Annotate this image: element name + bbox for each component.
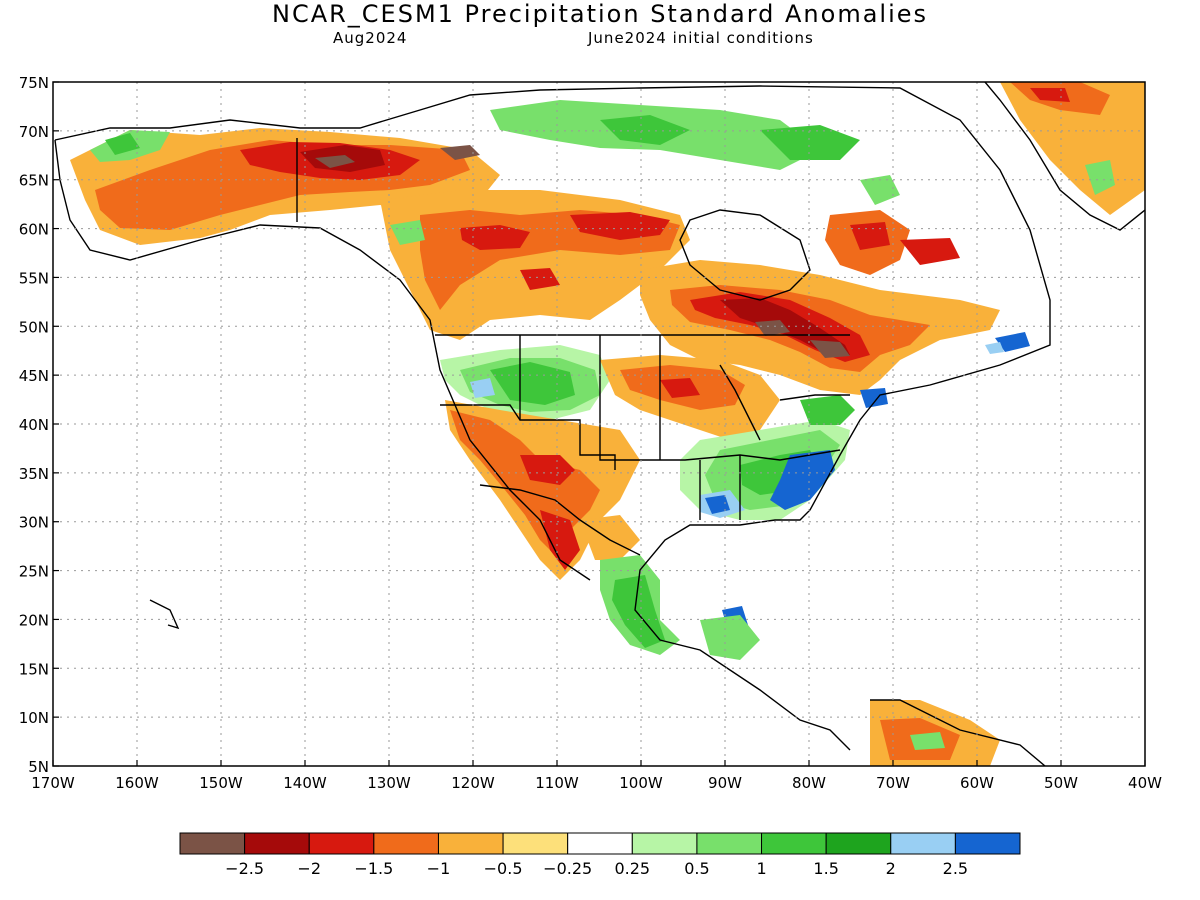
legend-tick-label: 2.5 xyxy=(943,859,968,878)
lat-tick-label: 65N xyxy=(19,172,49,190)
legend-tick-label: −2 xyxy=(297,859,321,878)
lon-tick-label: 40W xyxy=(1128,774,1162,792)
lon-tick-label: 160W xyxy=(115,774,159,792)
gridlines xyxy=(53,82,1145,766)
lon-tick-label: 130W xyxy=(367,774,411,792)
lat-tick-label: 15N xyxy=(19,660,49,678)
lon-tick-label: 110W xyxy=(535,774,579,792)
lat-tick-label: 5N xyxy=(28,758,49,776)
axes: 75N 70N 65N 60N 55N 50N 45N 40N 35N 30N 25N 20N 15N 1… xyxy=(19,74,1162,792)
lat-tick-label: 50N xyxy=(19,318,49,336)
legend-tick-label: −0.5 xyxy=(484,859,523,878)
lat-tick-label: 20N xyxy=(19,611,49,629)
lon-tick-label: 170W xyxy=(31,774,75,792)
legend-tick-label: 0.5 xyxy=(684,859,709,878)
legend-swatch xyxy=(696,832,763,855)
legend-tick-label: 1.5 xyxy=(813,859,838,878)
legend-swatch xyxy=(567,832,633,855)
legend-tick-label: −0.25 xyxy=(543,859,592,878)
legend-tick-label: 1 xyxy=(756,859,766,878)
legend-tick-label: −1 xyxy=(427,859,451,878)
lat-tick-label: 35N xyxy=(19,465,49,483)
lon-tick-label: 50W xyxy=(1044,774,1078,792)
lat-tick-label: 55N xyxy=(19,269,49,287)
legend-swatch xyxy=(437,832,504,855)
legend-tick-label: −1.5 xyxy=(354,859,393,878)
lat-tick-label: 60N xyxy=(19,221,49,239)
boundaries xyxy=(54,82,1145,766)
lat-tick-label: 75N xyxy=(19,74,49,92)
legend-swatch xyxy=(308,832,375,855)
legend-swatch xyxy=(373,832,439,855)
legend-swatch xyxy=(179,832,246,855)
map-field xyxy=(54,82,1145,766)
lon-tick-label: 120W xyxy=(451,774,495,792)
legend-swatch xyxy=(825,832,892,855)
color-legend: −2.5 −2 −1.5 −1 −0.5 −0.25 0.25 0.5 1 1.5 2 2.5 xyxy=(179,832,1021,878)
legend-tick-label: −2.5 xyxy=(225,859,264,878)
lon-tick-label: 100W xyxy=(619,774,663,792)
legend-tick-label: 0.25 xyxy=(614,859,650,878)
lon-tick-label: 140W xyxy=(283,774,327,792)
legend-swatch xyxy=(244,832,310,855)
lat-tick-label: 70N xyxy=(19,123,49,141)
lon-tick-label: 80W xyxy=(792,774,826,792)
lon-tick-label: 60W xyxy=(960,774,994,792)
legend-tick-label: 2 xyxy=(886,859,896,878)
initial-conditions-label: June2024 initial conditions xyxy=(588,29,814,47)
legend-swatch xyxy=(954,832,1021,855)
lat-tick-label: 10N xyxy=(19,709,49,727)
legend-swatch xyxy=(631,832,698,855)
lon-tick-label: 150W xyxy=(199,774,243,792)
lat-tick-label: 40N xyxy=(19,416,49,434)
anomaly-shading xyxy=(70,82,1145,766)
lat-tick-label: 25N xyxy=(19,563,49,581)
lat-tick-label: 45N xyxy=(19,367,49,385)
legend-swatch xyxy=(761,832,827,855)
chart-title: NCAR_CESM1 Precipitation Standard Anomal… xyxy=(271,0,929,28)
legend-swatch xyxy=(502,832,569,855)
lon-tick-label: 90W xyxy=(708,774,742,792)
legend-swatch xyxy=(890,832,956,855)
lat-tick-label: 30N xyxy=(19,514,49,532)
target-month-label: Aug2024 xyxy=(333,29,408,47)
lon-tick-label: 70W xyxy=(876,774,910,792)
